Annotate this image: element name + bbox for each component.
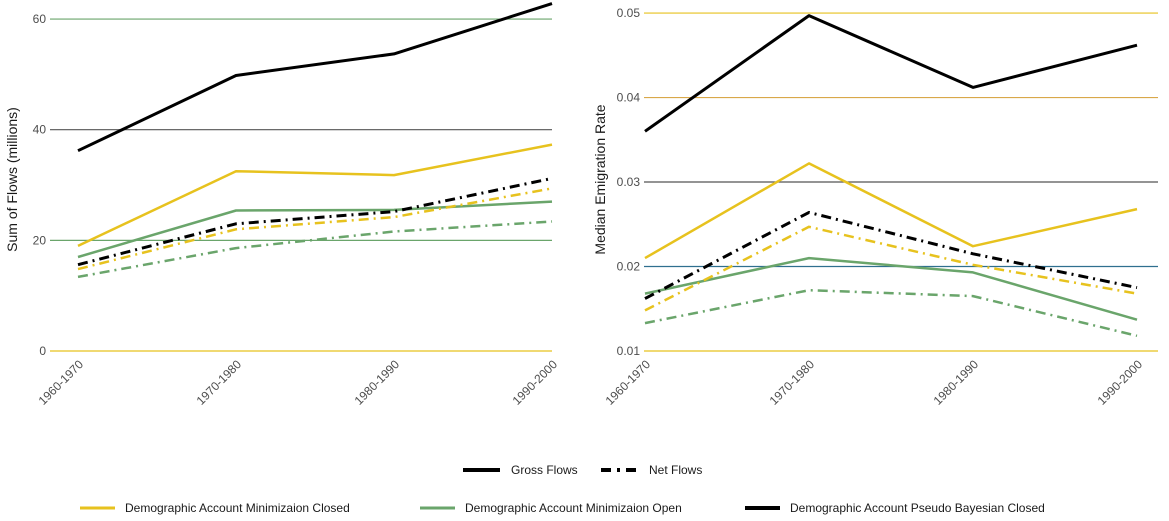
series-line	[77, 2, 553, 153]
y-tick-label: 0	[39, 344, 46, 358]
y-tick-label: 0.03	[617, 175, 641, 189]
y-tick-label: 40	[33, 123, 47, 137]
y-axis-title: Median Emigration Rate	[592, 104, 608, 254]
series-line	[644, 225, 1138, 312]
legend-label-net-flows: Net Flows	[649, 463, 702, 477]
x-tick-label: 1980-1990	[352, 357, 403, 408]
x-tick-label: 1990-2000	[1095, 357, 1146, 408]
legend-label-min-open: Demographic Account Minimizaion Open	[465, 501, 682, 515]
series-line	[644, 14, 1138, 133]
right-panel-emigration-rate: 0.01 0.02 0.03 0.04 0.05 1960-1970 1970-1980 19…	[592, 6, 1158, 408]
x-tick-label: 1970-1980	[194, 357, 245, 408]
legend-label-gross-flows: Gross Flows	[511, 463, 578, 477]
legend-label-pseudo-bayesian: Demographic Account Pseudo Bayesian Clos…	[790, 501, 1045, 515]
y-tick-label: 0.01	[617, 344, 641, 358]
x-tick-label: 1960-1970	[603, 357, 654, 408]
legend: Gross Flows Net Flows Demographic Accoun…	[80, 463, 1045, 515]
series-line	[644, 210, 1138, 300]
series-line	[644, 256, 1138, 321]
x-tick-label: 1960-1970	[36, 357, 87, 408]
y-tick-label: 0.02	[617, 260, 641, 274]
series-line	[77, 176, 553, 267]
series-line	[77, 187, 553, 271]
y-tick-label: 60	[33, 12, 47, 26]
series-line	[644, 162, 1138, 260]
series-line	[77, 200, 553, 259]
y-axis-title: Sum of Flows (millions)	[4, 107, 20, 252]
y-tick-label: 0.05	[617, 6, 641, 20]
x-tick-label: 1980-1990	[931, 357, 982, 408]
x-tick-label: 1990-2000	[510, 357, 561, 408]
series-line	[77, 220, 553, 279]
y-tick-label: 20	[33, 233, 47, 247]
legend-label-min-closed: Demographic Account Minimizaion Closed	[125, 501, 350, 515]
y-tick-label: 0.04	[617, 91, 641, 105]
x-tick-label: 1970-1980	[767, 357, 818, 408]
series-line	[644, 288, 1138, 338]
series-line	[77, 143, 553, 248]
left-panel-flows: 0 20 40 60 1960-1970 1970-1980 1980-1990 1990-2…	[4, 2, 561, 408]
